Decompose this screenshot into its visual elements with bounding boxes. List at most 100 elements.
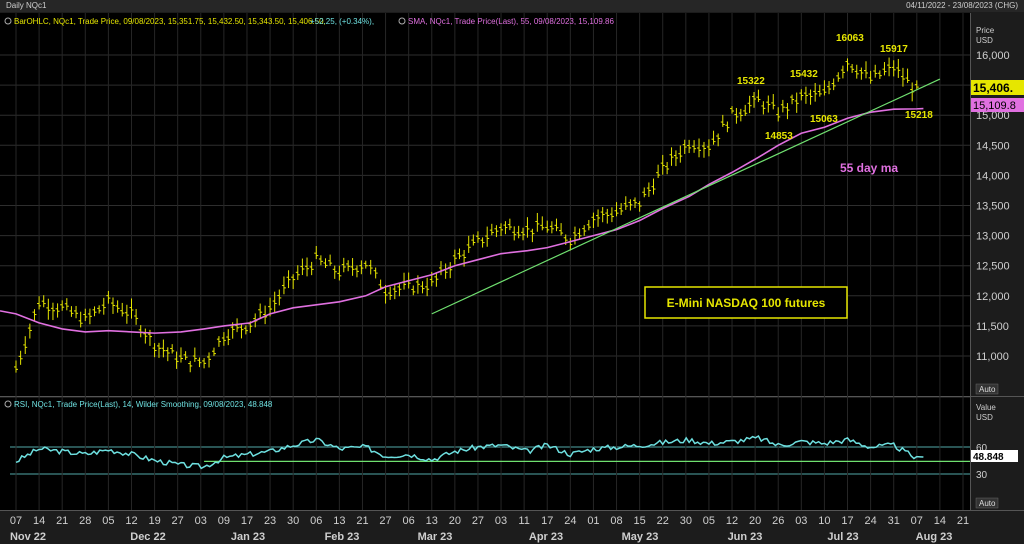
price-auto-label: Auto: [979, 385, 996, 394]
x-day-label: 09: [218, 515, 230, 527]
x-day-label: 24: [864, 515, 876, 527]
x-day-label: 19: [148, 515, 160, 527]
price-tick-label: 13,000: [976, 231, 1010, 243]
x-day-label: 17: [841, 515, 853, 527]
x-day-label: 27: [172, 515, 184, 527]
x-day-label: 10: [818, 515, 830, 527]
rsi-plot-area: [0, 398, 970, 510]
x-day-label: 20: [749, 515, 761, 527]
x-month-label: Jul 23: [827, 531, 858, 543]
x-day-label: 21: [957, 515, 969, 527]
price-axis-title: Price: [976, 26, 995, 35]
price-tick-label: 11,000: [976, 351, 1009, 363]
legend-sma-text: SMA, NQc1, Trade Price(Last), 55, 09/08/…: [408, 17, 614, 26]
x-day-label: 26: [772, 515, 784, 527]
rsi-gridlines: [10, 446, 970, 475]
rsi-auto-button[interactable]: [975, 497, 999, 509]
x-month-label: Dec 22: [130, 531, 165, 543]
annotation-14853: 14853: [765, 131, 793, 142]
x-month-labels: Nov 22 Dec 22 Jan 23 Feb 23 Mar 23 Apr 23 May …: [10, 531, 952, 543]
x-month-label: May 23: [622, 531, 659, 543]
annotation-15063: 15063: [810, 114, 838, 125]
x-day-label: 12: [125, 515, 137, 527]
price-tick-label: 11,500: [976, 321, 1009, 333]
price-axis-area: [970, 13, 1024, 396]
price-tick-label: 14,500: [976, 140, 1010, 152]
price-tick-label: 14,000: [976, 170, 1010, 182]
rsi-y-ticks: 60 30: [976, 443, 988, 481]
x-day-label: 06: [310, 515, 322, 527]
annotation-15917: 15917: [880, 44, 908, 55]
x-day-label: 17: [541, 515, 553, 527]
x-day-label: 01: [587, 515, 599, 527]
x-day-label: 05: [703, 515, 715, 527]
window-header: Daily NQc1 04/11/2022 - 23/08/2023 (CHG): [0, 0, 1024, 12]
x-month-label: Feb 23: [325, 531, 360, 543]
rsi-last-tag-text: 48.848: [973, 452, 1004, 463]
price-tick-label: 12,500: [976, 261, 1010, 273]
rsi-auto-label: Auto: [979, 499, 996, 508]
rsi-axis-title: Value: [976, 403, 996, 412]
x-day-label: 28: [79, 515, 91, 527]
price-auto-button[interactable]: [975, 383, 999, 395]
x-month-label: Aug 23: [916, 531, 953, 543]
price-tick-label: 12,000: [976, 291, 1010, 303]
rsi-axis-unit: USD: [976, 413, 993, 422]
x-day-label: 15: [634, 515, 646, 527]
x-day-label: 24: [564, 515, 576, 527]
annotation-16063: 16063: [836, 33, 864, 44]
x-day-label: 21: [56, 515, 68, 527]
x-day-label: 13: [333, 515, 345, 527]
x-day-label: 31: [888, 515, 900, 527]
vertical-gridlines: [15, 13, 964, 510]
x-day-label: 30: [287, 515, 299, 527]
rsi-tick-label: 60: [976, 443, 988, 454]
x-day-label: 11: [518, 515, 529, 527]
x-month-label: Jan 23: [231, 531, 265, 543]
x-day-label: 12: [726, 515, 738, 527]
x-day-label: 06: [403, 515, 415, 527]
title-box: [644, 286, 848, 319]
title-box-text: E-Mini NASDAQ 100 futures: [667, 296, 826, 310]
sma-tag-text: 15,109.8: [973, 100, 1016, 112]
price-tick-label: 13,500: [976, 201, 1010, 213]
x-day-label: 13: [426, 515, 438, 527]
price-tick-label: 16,000: [976, 50, 1010, 62]
x-day-label: 14: [33, 515, 45, 527]
sma-tag: [971, 98, 1024, 112]
x-month-label: Nov 22: [10, 531, 46, 543]
x-day-label: 30: [680, 515, 692, 527]
rsi-tick-label: 30: [976, 470, 988, 481]
last-price-tag: [971, 80, 1024, 95]
rsi-legend-text: RSI, NQc1, Trade Price(Last), 14, Wilder…: [14, 400, 273, 409]
annotation-15432: 15432: [790, 69, 818, 80]
last-price-tag-text: 15,406.: [973, 81, 1013, 95]
x-day-label: 27: [472, 515, 484, 527]
legend-dot-icon: [398, 17, 406, 25]
x-month-label: Apr 23: [529, 531, 563, 543]
legend-dot-icon: [4, 400, 12, 408]
x-day-label: 03: [195, 515, 207, 527]
x-month-label: Jun 23: [728, 531, 763, 543]
trend-line: [431, 78, 941, 315]
price-bars: [14, 57, 919, 373]
x-day-label: 05: [102, 515, 114, 527]
x-day-ticks: 07 14 21 28 05 12 19 27 03 09 17 23 30 06 13 21 27 06 13 20…: [10, 515, 969, 527]
x-month-label: Mar 23: [418, 531, 453, 543]
price-tick-label: 15,000: [976, 110, 1010, 122]
rsi-last-tag: [971, 450, 1018, 462]
x-day-label: 07: [911, 515, 923, 527]
x-day-label: 23: [264, 515, 276, 527]
annotation-15322: 15322: [737, 76, 765, 87]
legend-bar-text: BarOHLC, NQc1, Trade Price, 09/08/2023, …: [14, 17, 326, 26]
date-range: 04/11/2022 - 23/08/2023 (CHG): [906, 1, 1018, 10]
legend-dot-icon: [4, 17, 12, 25]
window-title: Daily NQc1: [6, 1, 47, 10]
price-axis-unit: USD: [976, 36, 993, 45]
annotation-15218: 15218: [905, 110, 933, 121]
x-day-label: 03: [495, 515, 507, 527]
x-day-label: 14: [934, 515, 946, 527]
sma-line: [0, 107, 924, 334]
rsi-line: [15, 435, 924, 470]
